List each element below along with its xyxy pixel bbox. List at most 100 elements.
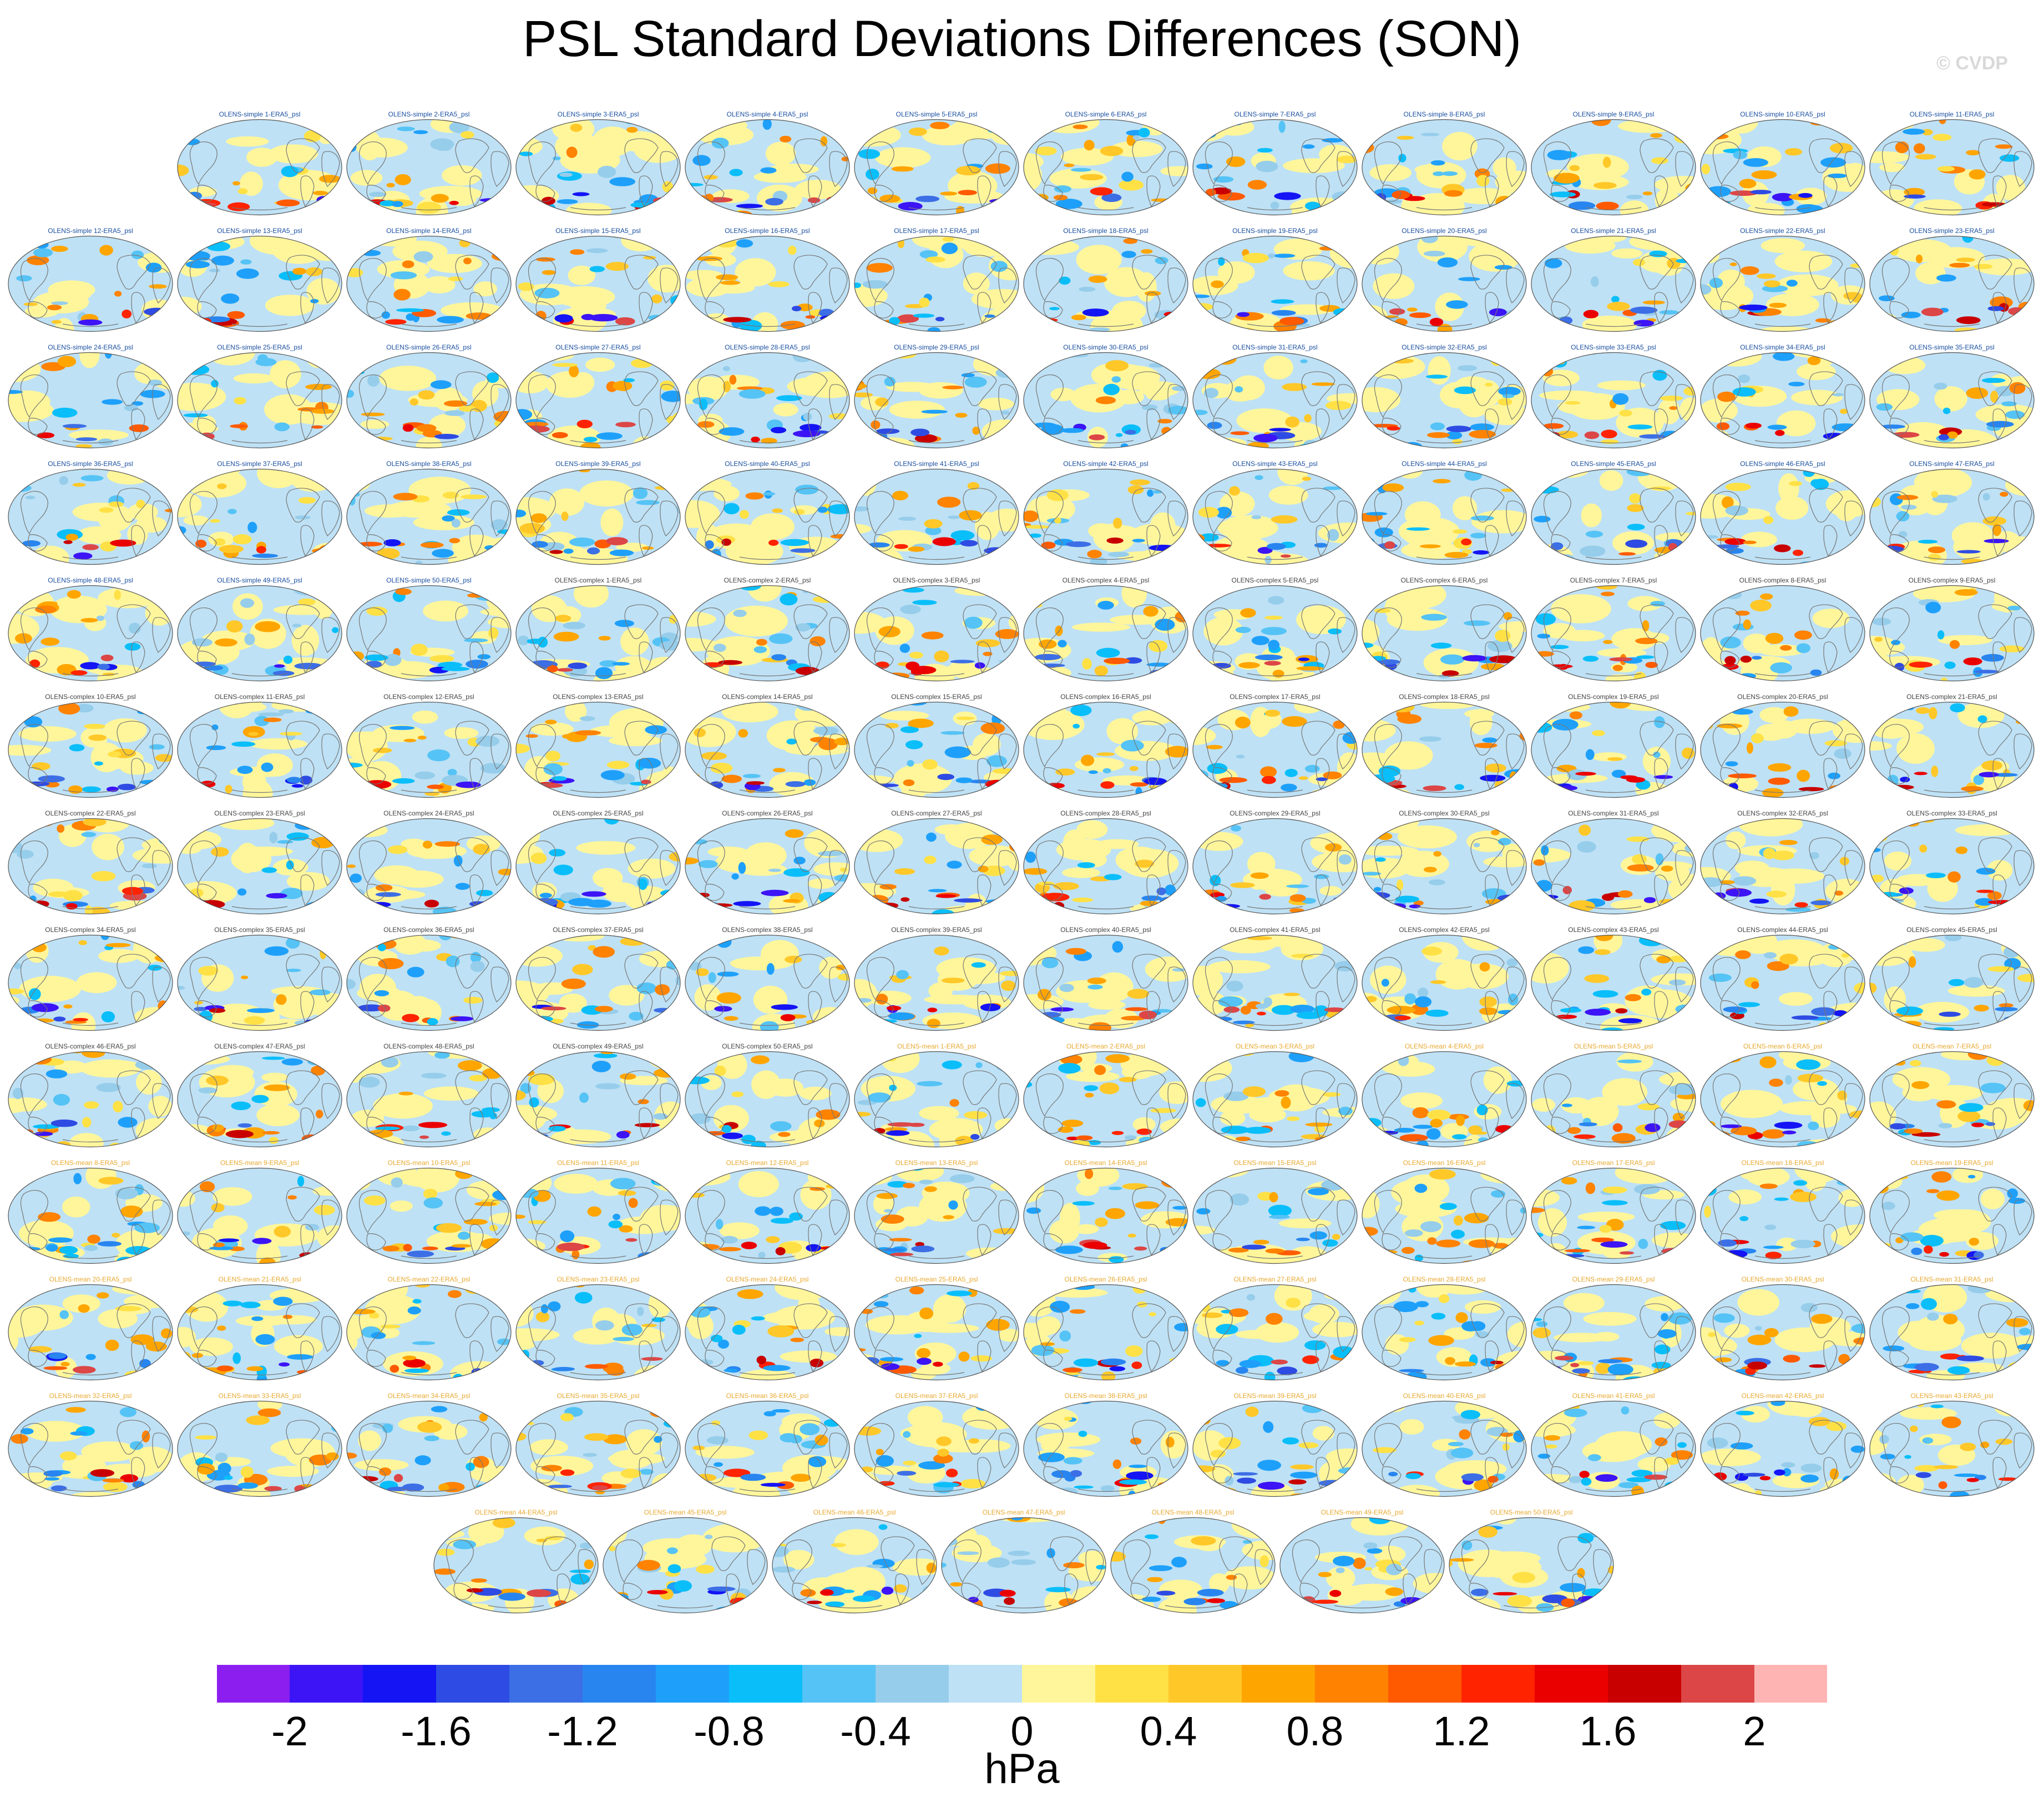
map-field — [1362, 468, 1527, 565]
coastline — [1675, 617, 1694, 653]
field-blob — [1362, 1118, 1382, 1127]
field-blob — [1531, 439, 1575, 448]
field-blob — [1470, 423, 1494, 431]
field-blob — [264, 1084, 290, 1091]
coastline — [1132, 721, 1166, 756]
field-blob — [1127, 989, 1149, 999]
field-blob — [545, 751, 561, 762]
field-blob — [524, 422, 549, 427]
field-blob — [1720, 702, 1733, 707]
coastline — [1035, 1073, 1064, 1117]
coastline — [1978, 1187, 2012, 1222]
coastline — [1205, 1190, 1233, 1234]
field-blob — [1281, 783, 1297, 792]
field-blob — [1200, 319, 1223, 325]
field-blob — [1367, 892, 1390, 899]
field-blob — [1725, 888, 1752, 897]
field-blob — [1088, 1000, 1126, 1010]
field-blob — [660, 380, 675, 391]
field-blob — [690, 318, 715, 323]
coastline — [455, 604, 489, 639]
field-blob — [702, 321, 722, 332]
coastline — [401, 440, 457, 444]
field-blob — [1429, 1169, 1456, 1180]
field-blob — [839, 1007, 849, 1019]
field-blob — [922, 1182, 970, 1204]
field-blob — [1904, 188, 1925, 196]
field-blob — [1910, 1060, 1921, 1067]
field-blob — [1406, 527, 1430, 531]
field-blob — [1689, 305, 1696, 312]
map-panel: OLENS-simple 23-ERA5_psl — [1869, 226, 2035, 335]
coastline — [1640, 1187, 1674, 1222]
map-panel-title: OLENS-simple 44-ERA5_psl — [1402, 460, 1487, 468]
field-blob — [716, 274, 738, 280]
field-blob — [1941, 1209, 1991, 1234]
field-blob — [875, 147, 931, 168]
map-field — [1531, 1167, 1696, 1264]
field-blob — [818, 738, 838, 751]
field-blob — [1797, 1073, 1824, 1083]
coastline — [1823, 991, 1838, 1023]
coastline — [808, 1107, 822, 1140]
field-blob — [645, 900, 671, 909]
field-blob — [1193, 1023, 1208, 1031]
map-border — [685, 585, 850, 682]
field-blob — [830, 534, 849, 539]
coastline — [1506, 617, 1525, 653]
field-blob — [318, 1246, 342, 1257]
field-blob — [2008, 469, 2028, 476]
field-blob — [1059, 276, 1071, 285]
field-blob — [8, 484, 32, 492]
field-blob — [1783, 706, 1799, 717]
field-blob — [1333, 308, 1350, 316]
field-blob — [1322, 1092, 1341, 1097]
field-blob — [792, 306, 802, 312]
field-blob — [358, 1076, 380, 1088]
field-blob — [50, 1120, 78, 1127]
field-blob — [403, 738, 417, 742]
field-blob — [1774, 1197, 1789, 1201]
coastline — [624, 138, 659, 173]
field-blob — [231, 1101, 251, 1111]
field-blob — [2005, 410, 2025, 419]
coastline — [1316, 1107, 1330, 1140]
field-blob — [950, 660, 975, 664]
field-blob — [854, 282, 862, 288]
field-blob — [569, 537, 595, 547]
field-blob — [1338, 236, 1357, 246]
coastline — [829, 1083, 848, 1119]
field-blob — [1381, 979, 1389, 987]
field-blob — [1726, 831, 1746, 849]
field-blob — [956, 165, 981, 176]
field-blob — [1760, 593, 1773, 600]
field-blob — [286, 969, 301, 973]
field-blob — [761, 940, 799, 969]
field-blob — [1974, 670, 2000, 673]
field-blob — [1997, 1051, 2013, 1057]
map-border — [685, 352, 850, 449]
map-panel: OLENS-complex 17-ERA5_psl — [1192, 692, 1358, 801]
field-blob — [419, 186, 482, 202]
field-blob — [9, 357, 23, 364]
coastline — [1712, 1073, 1741, 1117]
coastline — [1754, 323, 1811, 327]
field-blob — [328, 132, 342, 140]
field-blob — [1193, 128, 1217, 139]
field-blob — [1198, 507, 1220, 518]
field-blob — [1841, 560, 1863, 565]
map-panel: OLENS-simple 5-ERA5_psl — [853, 110, 1020, 218]
map-field — [1192, 235, 1358, 332]
map-panel: OLENS-simple 3-ERA5_psl — [515, 110, 681, 218]
field-blob — [25, 495, 36, 500]
map-border — [177, 235, 342, 332]
map-field — [685, 119, 850, 216]
coastline — [1132, 138, 1166, 173]
field-blob — [1642, 300, 1665, 305]
coastline — [62, 440, 119, 444]
field-blob — [473, 281, 497, 297]
field-blob — [1270, 201, 1279, 210]
coastline — [286, 837, 320, 872]
field-blob — [1600, 591, 1615, 596]
field-blob — [1497, 838, 1511, 845]
